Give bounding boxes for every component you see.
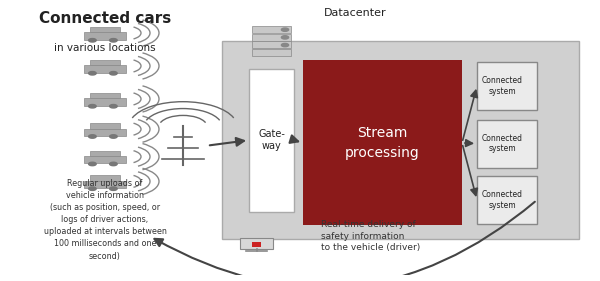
Bar [249,69,294,212]
Circle shape [110,187,117,191]
Bar [240,238,273,249]
Circle shape [281,44,289,47]
Circle shape [110,72,117,75]
Bar [252,34,291,41]
Bar [84,129,126,136]
Text: Datacenter: Datacenter [324,8,386,18]
Bar [90,60,120,65]
Text: Connected
system: Connected system [482,190,523,210]
Bar [252,49,291,56]
Circle shape [110,38,117,42]
Circle shape [281,28,289,31]
Bar [90,175,120,181]
Circle shape [110,135,117,138]
Circle shape [89,72,96,75]
Circle shape [110,162,117,166]
Bar [90,123,120,129]
FancyArrowPatch shape [154,202,535,281]
Bar [90,151,120,156]
Circle shape [89,162,96,166]
Circle shape [89,38,96,42]
Circle shape [110,105,117,108]
Text: in various locations: in various locations [54,43,156,53]
Text: Gate-
way: Gate- way [258,129,285,151]
Circle shape [281,36,289,39]
Text: Connected cars: Connected cars [39,11,171,26]
Bar [84,181,126,188]
Circle shape [89,135,96,138]
Text: Connected
system: Connected system [482,76,523,96]
Bar [84,65,126,73]
Bar [477,119,537,168]
Bar [252,42,291,48]
Circle shape [89,187,96,191]
Text: Connected
system: Connected system [482,134,523,153]
Bar [84,32,126,40]
Bar [90,93,120,98]
Bar [252,26,291,33]
Circle shape [89,105,96,108]
Text: Real-time delivery of
safety information
to the vehicle (driver): Real-time delivery of safety information… [321,220,420,252]
Text: Regular uploads of
vehicle information
(such as position, speed, or
logs of driv: Regular uploads of vehicle information (… [44,179,166,260]
Bar [84,98,126,106]
Bar [222,41,579,239]
Bar [252,242,261,246]
Bar [84,156,126,163]
Bar [477,176,537,224]
Bar [303,60,462,225]
Bar [477,62,537,110]
Text: Stream
processing: Stream processing [345,126,420,160]
Bar [90,27,120,32]
